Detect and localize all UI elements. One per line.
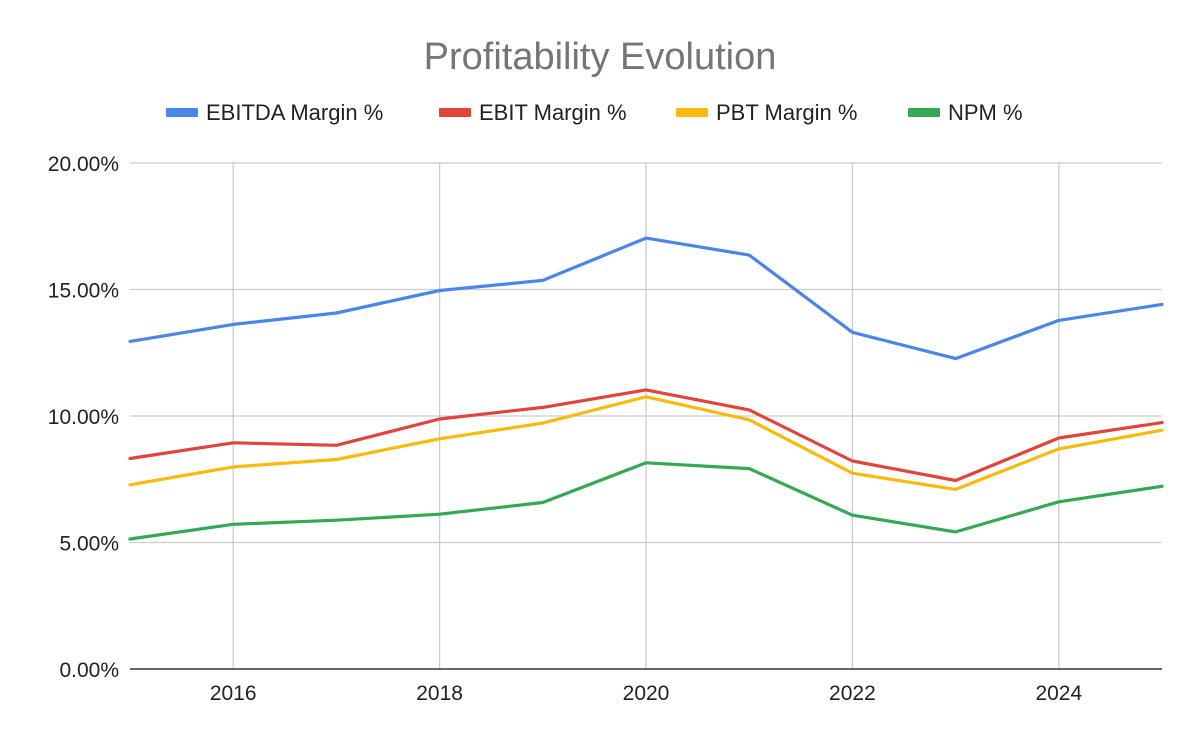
legend-item: PBT Margin % (676, 100, 857, 125)
x-tick-label: 2018 (416, 682, 463, 705)
legend-item: NPM % (908, 100, 1023, 125)
series-line-0 (128, 236, 1164, 361)
y-tick-label: 20.00% (48, 153, 119, 176)
legend-item: EBIT Margin % (439, 100, 627, 125)
legend-swatch (439, 108, 471, 117)
grid (130, 162, 1162, 669)
y-tick-label: 5.00% (59, 533, 119, 556)
y-tick-label: 15.00% (48, 280, 119, 303)
legend-swatch (676, 108, 708, 117)
legend: EBITDA Margin % EBIT Margin % PBT Margin %… (166, 100, 1023, 125)
x-tick-label: 2022 (829, 682, 876, 705)
legend-swatch (166, 108, 198, 117)
series-line-1 (128, 388, 1164, 483)
series-line-2 (128, 395, 1164, 491)
x-tick-label: 2020 (623, 682, 670, 705)
axes: 0.00% 5.00% 10.00% 15.00% 20.00% 2016 2018 2020… (48, 153, 1162, 705)
legend-label: EBIT Margin % (479, 100, 627, 125)
x-tick-label: 2024 (1035, 682, 1082, 705)
x-tick-label: 2016 (210, 682, 257, 705)
series-line-3 (128, 461, 1164, 541)
series-lines (128, 236, 1164, 541)
y-tick-label: 10.00% (48, 406, 119, 429)
legend-label: PBT Margin % (716, 100, 857, 125)
chart-title: Profitability Evolution (424, 36, 777, 78)
legend-label: EBITDA Margin % (206, 100, 383, 125)
legend-swatch (908, 108, 940, 117)
legend-label: NPM % (948, 100, 1023, 125)
legend-item: EBITDA Margin % (166, 100, 383, 125)
y-tick-label: 0.00% (59, 659, 119, 682)
